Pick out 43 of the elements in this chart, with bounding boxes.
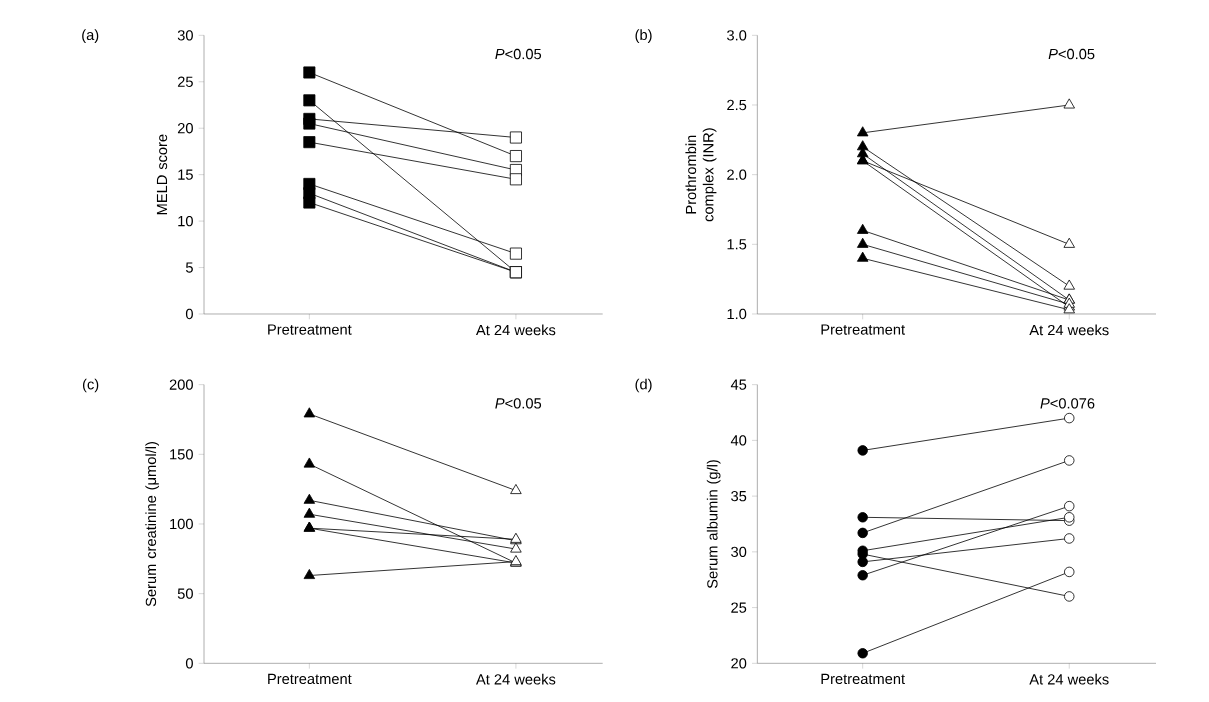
y-tick-label: 40: [730, 435, 747, 446]
y-tick-label: 1.5: [727, 239, 747, 250]
annotation: P<0.05: [495, 48, 542, 60]
chart-title: (d): [635, 378, 652, 393]
chart-title: (b): [635, 29, 652, 43]
y-tick-label: 25: [177, 76, 193, 87]
y-tick-label: 2.0: [727, 169, 747, 180]
y-axis-title: Serum creatinine (μmol/l): [145, 442, 159, 607]
y-tick-label: 20: [177, 123, 193, 134]
y-tick-label: 25: [731, 602, 747, 613]
x-tick-label: At 24 weeks: [475, 324, 556, 336]
y-tick-label: 45: [730, 379, 747, 390]
y-tick-label: 2.5: [727, 99, 747, 111]
y-tick-label: 0: [185, 658, 193, 669]
annotation: P<0.05: [495, 398, 542, 409]
x-tick-label: Pretreatment: [821, 324, 905, 335]
y-axis-title: Serum albumin (g/l): [706, 460, 721, 589]
y-tick-label: 35: [731, 490, 747, 502]
x-tick-label: At 24 weeks: [475, 673, 556, 685]
y-tick-label: 30: [731, 546, 747, 558]
x-tick-label: At 24 weeks: [1029, 673, 1109, 685]
y-tick-label: 150: [170, 449, 193, 460]
y-tick-label: 5: [185, 262, 193, 273]
y-tick-label: 3.0: [727, 30, 747, 41]
x-tick-label: Pretreatment: [268, 324, 352, 335]
y-tick-label: 10: [178, 215, 193, 227]
y-axis-title: MELD score: [156, 134, 168, 215]
y-tick-label: 20: [731, 658, 747, 669]
y-tick-label: 200: [169, 379, 193, 390]
x-tick-label: At 24 weeks: [1029, 324, 1109, 336]
y-tick-label: 1.0: [727, 308, 747, 320]
y-tick-label: 30: [177, 30, 193, 41]
y-tick-label: 15: [178, 169, 193, 180]
annotation: P<0.076: [1040, 398, 1095, 409]
x-tick-label: Pretreatment: [268, 673, 352, 685]
chart-title: (a): [82, 29, 99, 43]
y-tick-label: 50: [177, 588, 193, 599]
y-tick-label: 100: [170, 518, 193, 530]
x-tick-label: Pretreatment: [821, 673, 905, 685]
y-axis-title: Prothrombin complex (INR): [685, 128, 717, 222]
annotation: P<0.05: [1048, 48, 1095, 60]
y-tick-label: 0: [185, 308, 193, 320]
chart-title: (c): [82, 378, 99, 393]
